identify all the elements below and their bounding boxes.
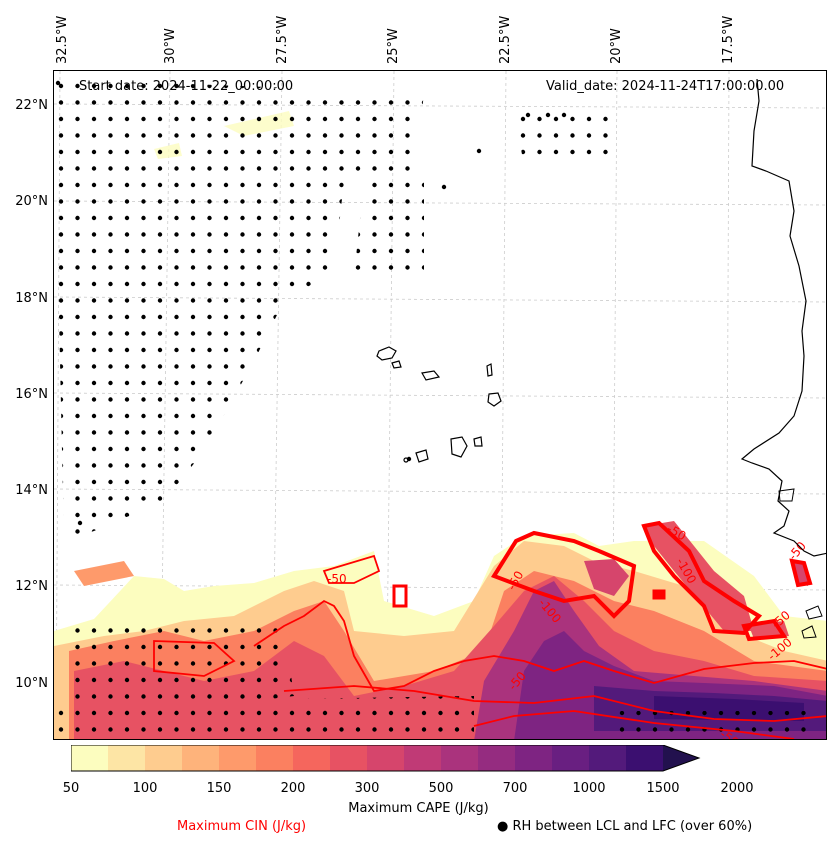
- colorbar-segment: [441, 745, 479, 771]
- lon-tick-30w: 30°W: [163, 28, 178, 64]
- valid-date-label: Valid_date: 2024-11-24T17:00:00.00: [546, 79, 785, 94]
- svg-text:-50: -50: [327, 572, 347, 586]
- lon-tick-32-5w: 32.5°W: [55, 15, 70, 64]
- colorbar-segment: [108, 745, 146, 771]
- colorbar-segment: [404, 745, 442, 771]
- colorbar-tick-2000: 2000: [720, 781, 754, 796]
- map-panel[interactable]: -50 -50 -100 -50 -100 -50 -50 -100 -50 -…: [53, 70, 827, 740]
- cape-verde-islands: [376, 346, 502, 463]
- colorbar-segment: [515, 745, 553, 771]
- colorbar-outline: [70, 744, 701, 772]
- scattered-dots: [55, 80, 567, 526]
- start-date-label: Start date: 2024-11-22_00:00:00: [79, 79, 294, 94]
- lat-tick-16n: 16°N: [15, 387, 48, 402]
- lat-tick-12n: 12°N: [15, 579, 48, 594]
- colorbar-tick-300: 300: [354, 781, 380, 796]
- colorbar-segment: [182, 745, 220, 771]
- colorbar-segment: [330, 745, 368, 771]
- colorbar-segment: [367, 745, 405, 771]
- lon-tick-27-5w: 27.5°W: [275, 15, 290, 64]
- cin-legend-label: Maximum CIN (J/kg): [177, 819, 307, 834]
- lat-tick-10n: 10°N: [15, 676, 48, 691]
- colorbar-segment: [293, 745, 331, 771]
- lon-tick-17-5w: 17.5°W: [721, 15, 736, 64]
- colorbar-tick-100: 100: [132, 781, 158, 796]
- colorbar-segment: [145, 745, 183, 771]
- lon-tick-22-5w: 22.5°W: [498, 15, 513, 64]
- lat-tick-22n: 22°N: [15, 98, 48, 113]
- african-coastline: [740, 78, 826, 557]
- colorbar-tick-150: 150: [206, 781, 232, 796]
- colorbar-segment: [256, 745, 294, 771]
- colorbar: [70, 744, 811, 777]
- colorbar-segment: [478, 745, 516, 771]
- lon-tick-25w: 25°W: [386, 28, 401, 64]
- cin-contours: [153, 520, 826, 739]
- colorbar-tick-500: 500: [428, 781, 454, 796]
- colorbar-tick-200: 200: [280, 781, 306, 796]
- lat-tick-14n: 14°N: [15, 483, 48, 498]
- colorbar-tick-50: 50: [62, 781, 80, 796]
- rh-legend: ● RH between LCL and LFC (over 60%): [497, 819, 752, 834]
- colorbar-tick-700: 700: [502, 781, 528, 796]
- lon-tick-20w: 20°W: [609, 28, 624, 64]
- svg-text:-50: -50: [786, 539, 809, 563]
- colorbar-tick-1500: 1500: [646, 781, 680, 796]
- colorbar-segment: [626, 745, 664, 771]
- colorbar-tick-1000: 1000: [572, 781, 606, 796]
- colorbar-segment: [71, 745, 109, 771]
- lat-tick-18n: 18°N: [15, 291, 48, 306]
- rh-stippling: [54, 79, 814, 739]
- colorbar-segment: [589, 745, 627, 771]
- lat-tick-20n: 20°N: [15, 194, 48, 209]
- rh-legend-label: RH between LCL and LFC (over 60%): [512, 819, 753, 834]
- colorbar-extend-arrow: [663, 745, 699, 771]
- colorbar-segment: [219, 745, 257, 771]
- rh-marker-icon: ●: [497, 819, 509, 834]
- colorbar-label: Maximum CAPE (J/kg): [348, 801, 489, 816]
- colorbar-segment: [552, 745, 590, 771]
